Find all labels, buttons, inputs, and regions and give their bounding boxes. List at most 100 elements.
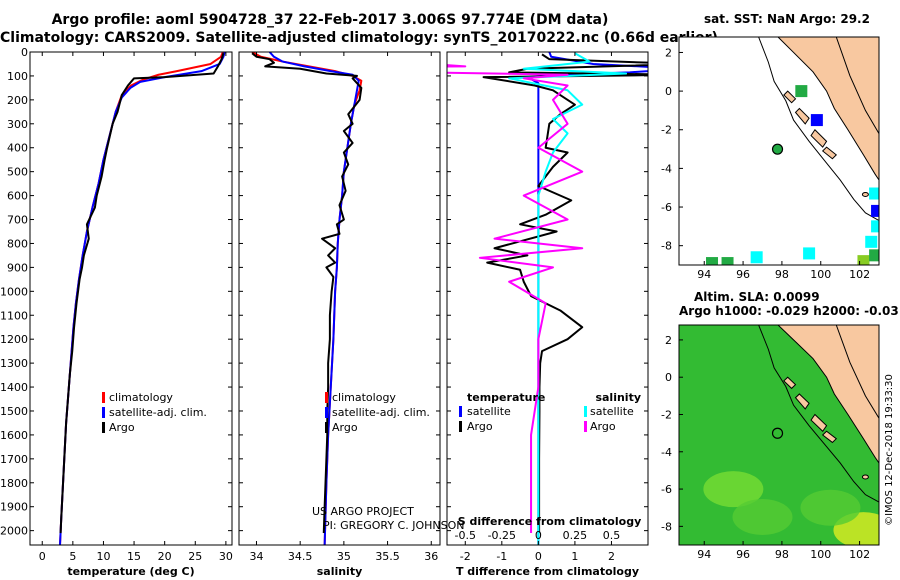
temperature-xtick-label: 25 <box>188 550 202 563</box>
depth-tick-label: 1500 <box>0 405 28 418</box>
depth-tick-label: 100 <box>7 70 28 83</box>
temperature-xtick-label: 10 <box>96 550 110 563</box>
sst_map-xtick-label: 100 <box>810 268 831 281</box>
salinity-legend-label: satellite-adj. clim. <box>332 406 430 419</box>
depth-tick-label: 1200 <box>0 333 28 346</box>
salinity-xtick-label: 35.5 <box>375 550 400 563</box>
salinity-diff-xlabel: S difference from climatology <box>458 515 642 528</box>
argo-float-marker <box>771 427 784 439</box>
temperature-legend-swatch <box>102 392 105 403</box>
sla-anomaly-patch <box>703 471 764 508</box>
depth-tick-label: 400 <box>7 142 28 155</box>
difference-xtick-label: 1 <box>571 550 578 563</box>
salinity-xtick-label: 34.5 <box>288 550 313 563</box>
depth-tick-label: 1900 <box>0 501 28 514</box>
sla_map-ytick-label: 2 <box>665 334 672 347</box>
sst_map-ytick-label: -8 <box>661 240 672 253</box>
sla_map-frame <box>678 324 880 546</box>
salinity-xlabel: salinity <box>317 565 363 578</box>
enggano-island <box>861 474 869 480</box>
salinity-diff-tick-label: -0.5 <box>455 529 476 542</box>
temperature-frame <box>29 51 233 546</box>
sst_map-xtick-label: 102 <box>849 268 870 281</box>
sst_map-ytick-label: -2 <box>661 124 672 137</box>
bathymetry-contour <box>758 325 879 503</box>
credit-project: US ARGO PROJECT <box>312 505 414 518</box>
sla_map-ytick-label: -8 <box>661 520 672 533</box>
salinity-frame <box>238 51 441 546</box>
depth-tick-label: 600 <box>7 190 28 203</box>
salinity-diff-tick-label: 0 <box>535 529 542 542</box>
temperature-legend-label: Argo <box>109 421 135 434</box>
sst-cell <box>865 235 878 248</box>
bathymetry-contour <box>758 37 879 221</box>
sla-map-title-line2: Argo h1000: -0.029 h2000: -0.031 <box>679 304 900 318</box>
depth-tick-label: 0 <box>21 46 28 59</box>
sla_map-ytick-label: 0 <box>665 371 672 384</box>
figure-title-line2: Climatology: CARS2009. Satellite-adjuste… <box>0 30 718 46</box>
temperature-series-argo <box>59 52 225 534</box>
sst-cell <box>871 204 879 217</box>
sst-cell <box>721 257 734 265</box>
temperature-series-climatology <box>58 52 224 545</box>
figure-title-line1: Argo profile: aoml 5904728_37 22-Feb-201… <box>51 12 609 28</box>
sla_map-xtick-label: 94 <box>697 548 711 561</box>
depth-tick-label: 1400 <box>0 381 28 394</box>
enggano-island <box>861 191 869 197</box>
sst-cell <box>706 257 719 265</box>
sla_map-area <box>679 325 879 545</box>
salinity-legend-swatch <box>325 407 328 418</box>
legend-temperature-swatch <box>459 421 462 432</box>
mentawai-island <box>783 90 797 104</box>
sst_map-ytick-label: 2 <box>665 46 672 59</box>
salinity-series-satellite-adj-clim- <box>268 52 360 545</box>
temperature-legend-swatch <box>102 407 105 418</box>
sst_map-ytick-label: 0 <box>665 85 672 98</box>
sla_map-ytick-label: -6 <box>661 483 672 496</box>
sst_map-ytick-label: -6 <box>661 201 672 214</box>
depth-tick-label: 900 <box>7 261 28 274</box>
difference-frame <box>446 51 649 546</box>
salinity-xtick-label: 35 <box>337 550 351 563</box>
difference-xlabel: T difference from climatology <box>456 565 639 578</box>
bathymetry-contour-east <box>835 325 879 419</box>
sla_map-xtick-label: 96 <box>736 548 750 561</box>
depth-tick-label: 1800 <box>0 477 28 490</box>
salinity-xtick-label: 34 <box>249 550 263 563</box>
temperature-legend-label: climatology <box>109 391 173 404</box>
mentawai-island <box>821 146 838 160</box>
depth-tick-label: 1600 <box>0 429 28 442</box>
sla_map-ytick-label: -2 <box>661 408 672 421</box>
mentawai-island <box>821 430 838 444</box>
sumatra-landmass <box>777 37 879 181</box>
temperature-xtick-label: 30 <box>219 550 233 563</box>
depth-tick-label: 500 <box>7 166 28 179</box>
depth-tick-label: 300 <box>7 118 28 131</box>
temperature-xtick-label: 15 <box>127 550 141 563</box>
difference-xtick-label: 2 <box>608 550 615 563</box>
depth-tick-label: 700 <box>7 214 28 227</box>
sst_map-xtick-label: 94 <box>697 268 711 281</box>
sla-anomaly-patch <box>732 499 793 536</box>
salinity-diff-tick-label: 0.25 <box>563 529 588 542</box>
mentawai-island <box>794 107 810 125</box>
mentawai-island <box>810 128 828 148</box>
depth-tick-label: 1000 <box>0 285 28 298</box>
sla_map-xtick-label: 98 <box>775 548 789 561</box>
salinity-legend-label: climatology <box>332 391 396 404</box>
temperature-legend-label: satellite-adj. clim. <box>109 406 207 419</box>
difference-series-temperature-argo <box>482 53 648 534</box>
legend-salinity-swatch <box>584 421 587 432</box>
salinity-series-climatology <box>251 52 363 545</box>
temperature-xtick-label: 0 <box>39 550 46 563</box>
bathymetry-contour-east <box>835 37 879 134</box>
sla_map-xtick-label: 100 <box>810 548 831 561</box>
salinity-series-argo <box>251 52 363 534</box>
salinity-legend-swatch <box>325 422 328 433</box>
sst-cell <box>750 251 763 264</box>
temperature-series-satellite-adj-clim- <box>58 52 226 545</box>
sla_map-xtick-label: 102 <box>849 548 870 561</box>
sst-map-title: sat. SST: NaN Argo: 29.2 <box>704 12 870 26</box>
credit-pi: PI: GREGORY C. JOHNSON <box>323 519 464 532</box>
